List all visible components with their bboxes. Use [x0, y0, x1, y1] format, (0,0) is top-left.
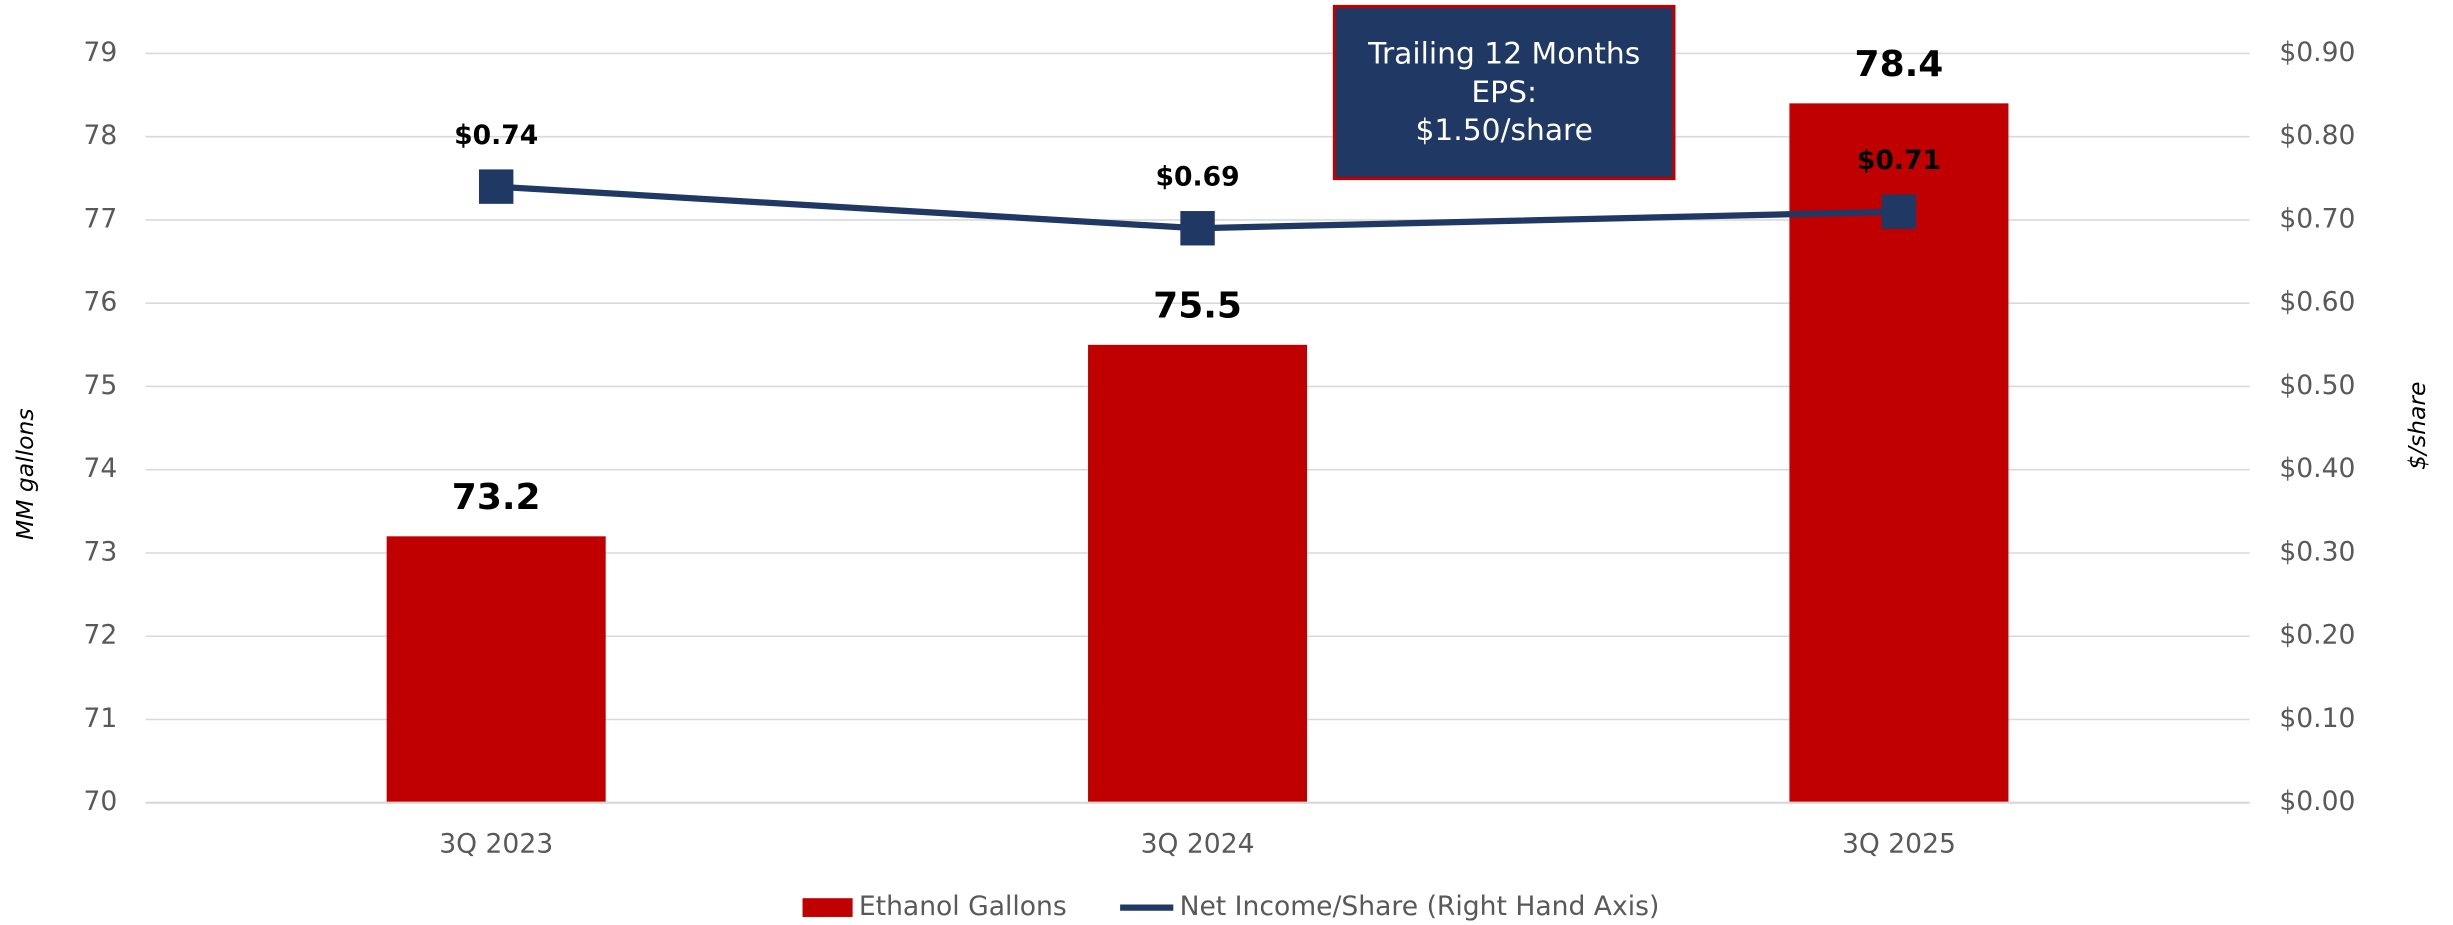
annotation-text: Trailing 12 Months [1367, 36, 1640, 71]
bar [1088, 344, 1308, 803]
y-tick-label: 77 [84, 203, 118, 234]
legend-label: Ethanol Gallons [859, 891, 1067, 922]
y2-tick-label: $0.60 [2279, 287, 2355, 318]
y-tick-label: 73 [84, 536, 118, 567]
y2-tick-label: $0.80 [2279, 120, 2355, 151]
x-tick-label: 3Q 2024 [1141, 828, 1255, 859]
y-axis-title: MM gallons [11, 408, 39, 540]
y2-tick-label: $0.30 [2279, 536, 2355, 567]
line-marker [478, 169, 514, 204]
annotation-text: $1.50/share [1415, 113, 1592, 148]
line-marker [1180, 211, 1215, 246]
legend-swatch [802, 898, 853, 917]
y-tick-label: 78 [84, 120, 118, 151]
bar-value-label: 78.4 [1855, 44, 1944, 85]
bar-value-label: 73.2 [452, 477, 541, 518]
y-tick-label: 75 [84, 370, 118, 401]
annotation-box [1332, 4, 1676, 181]
line-value-label: $0.74 [454, 120, 538, 151]
y-tick-label: 71 [84, 703, 118, 734]
y2-tick-label: $0.40 [2279, 453, 2355, 484]
annotation-text: EPS: [1471, 75, 1537, 110]
y-tick-label: 79 [84, 37, 118, 68]
bar [386, 536, 606, 803]
y2-tick-label: $0.10 [2279, 703, 2355, 734]
x-tick-label: 3Q 2023 [439, 828, 553, 859]
y2-tick-label: $0.50 [2279, 370, 2355, 401]
y2-axis-title: $/share [2403, 382, 2431, 470]
line-value-label: $0.69 [1156, 162, 1240, 193]
y2-tick-label: $0.20 [2279, 620, 2355, 651]
line-value-label: $0.71 [1857, 145, 1941, 176]
line-marker [1881, 194, 1917, 229]
legend-label: Net Income/Share (Right Hand Axis) [1180, 891, 1660, 922]
y-tick-label: 72 [84, 620, 118, 651]
x-tick-label: 3Q 2025 [1842, 828, 1956, 859]
y-tick-label: 74 [84, 453, 118, 484]
bar-value-label: 75.5 [1153, 285, 1242, 326]
y2-tick-label: $0.90 [2279, 37, 2355, 68]
y-tick-label: 70 [84, 786, 118, 817]
y2-tick-label: $0.00 [2279, 786, 2355, 817]
y2-tick-label: $0.70 [2279, 203, 2355, 234]
y-tick-label: 76 [84, 287, 118, 318]
